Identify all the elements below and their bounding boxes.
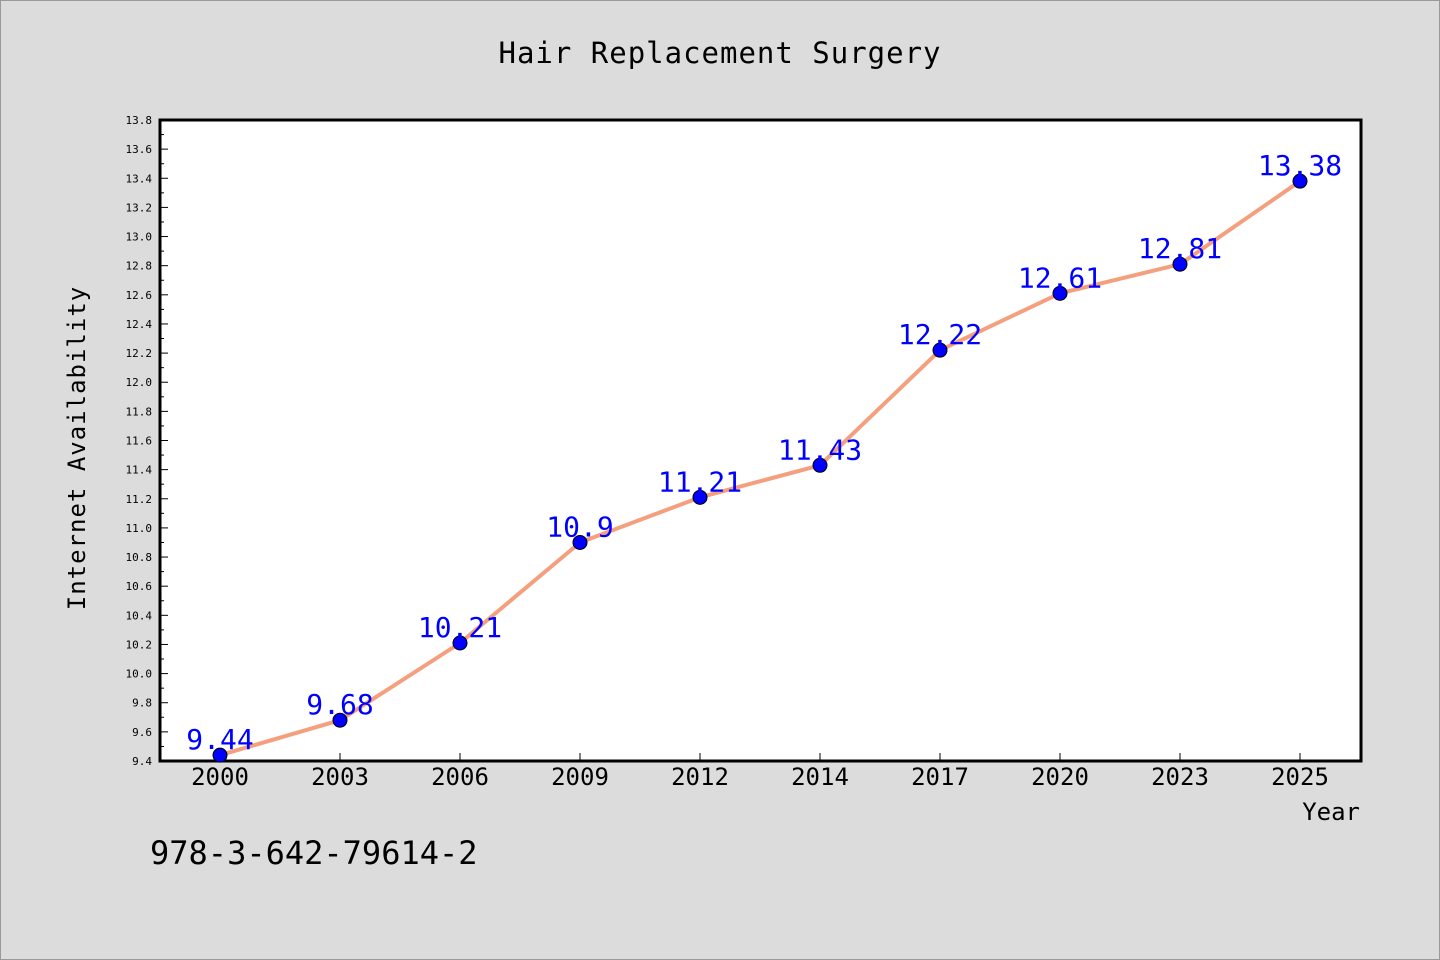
x-axis-label: Year xyxy=(1302,798,1360,826)
y-tick-label: 12.2 xyxy=(126,347,153,360)
y-tick-label: 12.8 xyxy=(126,260,153,273)
y-tick-label: 11.2 xyxy=(126,493,153,506)
y-tick-label: 13.8 xyxy=(126,114,153,127)
x-tick-label: 2009 xyxy=(551,763,609,791)
y-tick-label: 10.0 xyxy=(126,668,153,681)
data-label: 13.38 xyxy=(1258,149,1342,182)
x-tick-label: 2023 xyxy=(1151,763,1209,791)
y-tick-label: 11.8 xyxy=(126,405,153,418)
data-label: 11.21 xyxy=(658,465,742,498)
data-point xyxy=(812,457,828,473)
x-tick-label: 2000 xyxy=(191,763,249,791)
y-axis: 9.4 9.6 9.8 10.0 10.2 10.4 10.6 10.8 11.0 11.2 11.… xyxy=(126,114,168,768)
plot-area xyxy=(158,118,1363,763)
x-tick-label: 2017 xyxy=(911,763,969,791)
footnote-isbn: 978-3-642-79614-2 xyxy=(150,834,478,872)
y-tick-label: 11.4 xyxy=(126,464,153,477)
x-tick-label: 2012 xyxy=(671,763,729,791)
data-label: 10.21 xyxy=(418,611,502,644)
y-tick-label: 10.2 xyxy=(126,638,153,651)
x-tick-label: 2006 xyxy=(431,763,489,791)
chart-title: Hair Replacement Surgery xyxy=(498,36,941,70)
data-point xyxy=(692,489,708,505)
data-point xyxy=(452,635,468,651)
y-tick-label: 9.8 xyxy=(132,697,152,710)
data-label: 12.22 xyxy=(898,318,982,351)
y-tick-label: 9.6 xyxy=(132,726,152,739)
data-point xyxy=(932,342,948,358)
y-tick-label: 12.0 xyxy=(126,376,153,389)
data-point xyxy=(572,534,588,550)
x-tick-label: 2020 xyxy=(1031,763,1089,791)
data-point xyxy=(1292,173,1308,189)
y-tick-label: 11.0 xyxy=(126,522,153,535)
y-axis-label: Internet Availability xyxy=(63,286,91,610)
data-label: 10.9 xyxy=(546,510,613,543)
y-tick-label: 10.6 xyxy=(126,580,153,593)
data-label: 9.68 xyxy=(306,688,373,721)
x-tick-label: 2014 xyxy=(791,763,849,791)
data-point xyxy=(1172,256,1188,272)
y-tick-label: 13.2 xyxy=(126,201,153,214)
y-tick-label: 10.8 xyxy=(126,551,153,564)
y-tick-label: 13.4 xyxy=(126,172,153,185)
data-label: 12.81 xyxy=(1138,232,1222,265)
data-point xyxy=(1052,285,1068,301)
y-tick-label: 13.6 xyxy=(126,143,153,156)
y-tick-label: 12.6 xyxy=(126,289,153,302)
data-label: 12.61 xyxy=(1018,261,1102,294)
y-tick-label: 9.4 xyxy=(132,755,152,768)
data-label: 9.44 xyxy=(186,723,253,756)
y-tick-label: 13.0 xyxy=(126,231,153,244)
series-line xyxy=(218,179,1302,758)
x-axis: 2000 2003 2006 2009 2012 2014 2017 2020 2023 2025 xyxy=(191,753,1329,791)
x-tick-label: 2003 xyxy=(311,763,369,791)
series-layer: 9.44 9.68 10.21 10.9 11.21 11.43 12.22 12.61 12.… xyxy=(186,149,1342,763)
x-tick-label: 2025 xyxy=(1271,763,1329,791)
y-tick-label: 12.4 xyxy=(126,318,153,331)
data-point xyxy=(332,712,348,728)
y-tick-label: 11.6 xyxy=(126,435,153,448)
data-point xyxy=(212,747,228,763)
data-label: 11.43 xyxy=(778,433,862,466)
y-tick-label: 10.4 xyxy=(126,609,153,622)
